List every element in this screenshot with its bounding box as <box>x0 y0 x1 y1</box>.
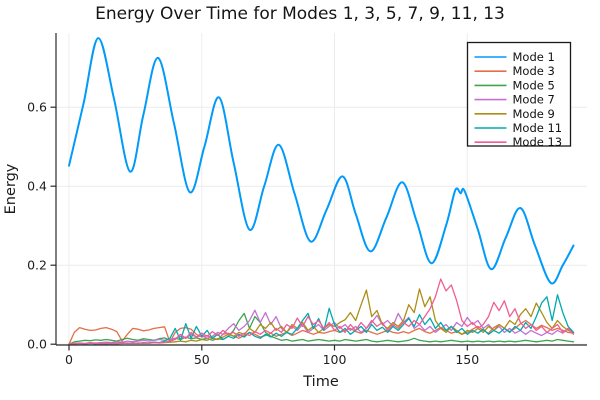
series-mode-9 <box>68 288 575 345</box>
legend-label-mode-7: Mode 7 <box>513 93 555 107</box>
series-mode-3 <box>68 319 575 345</box>
series-mode-13 <box>68 278 575 345</box>
series-mode-11 <box>68 294 575 345</box>
axis-layer: 0 50 100 150 0.0 0.2 0.4 0.6 <box>27 33 587 367</box>
y-axis-label: Energy <box>3 163 19 214</box>
chart-title: Energy Over Time for Modes 1, 3, 5, 7, 9… <box>95 4 505 24</box>
series-layer <box>68 37 575 345</box>
series-mode-1 <box>68 37 575 285</box>
legend-label-mode-11: Mode 11 <box>513 121 563 135</box>
y-tick-label: 0.0 <box>27 337 47 352</box>
x-tick-label: 50 <box>194 352 210 367</box>
x-tick-label: 150 <box>455 352 479 367</box>
series-mode-5 <box>68 312 575 345</box>
legend-label-mode-3: Mode 3 <box>513 64 555 78</box>
series-mode-7 <box>68 309 575 345</box>
y-tick-label: 0.4 <box>27 179 47 194</box>
x-axis-label: Time <box>302 374 339 390</box>
y-tick-label: 0.2 <box>27 258 47 273</box>
legend-label-mode-13: Mode 13 <box>513 135 563 149</box>
y-tick-label: 0.6 <box>27 100 47 115</box>
x-tick-label: 0 <box>65 352 73 367</box>
x-tick-label: 100 <box>323 352 347 367</box>
legend-label-mode-5: Mode 5 <box>513 78 555 92</box>
legend-label-mode-1: Mode 1 <box>513 50 555 64</box>
legend-label-mode-9: Mode 9 <box>513 107 555 121</box>
